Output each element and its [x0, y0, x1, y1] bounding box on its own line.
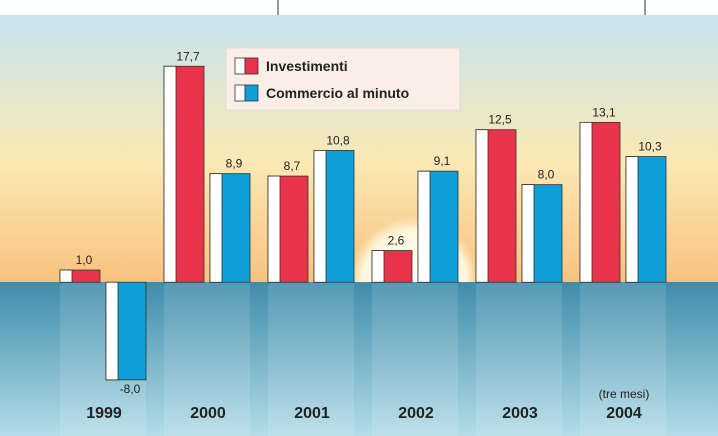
- bar-highlight: [476, 130, 488, 283]
- bar-highlight: [418, 171, 430, 282]
- x-tick-label: 2002: [398, 405, 434, 422]
- bar-highlight: [580, 122, 592, 282]
- value-label: 17,7: [176, 49, 200, 63]
- legend-swatch: [245, 58, 258, 74]
- bar-highlight: [626, 157, 638, 283]
- bar-highlight: [372, 251, 384, 283]
- value-label: -8,0: [120, 382, 141, 396]
- top-strip: [0, 0, 718, 15]
- value-label: 8,0: [538, 168, 555, 182]
- legend-swatch-highlight: [235, 85, 245, 101]
- value-label: 8,9: [226, 157, 243, 171]
- bar-highlight: [60, 270, 72, 282]
- x-tick-label: 2003: [502, 405, 538, 422]
- value-label: 12,5: [488, 113, 512, 127]
- bar-highlight: [164, 66, 176, 282]
- legend-swatch-highlight: [235, 58, 245, 74]
- chart: 1999 1,0 -8,0 2000 17,7 8,9 2001 8,7 10,8 2002 2,6…: [0, 0, 718, 436]
- legend: Investimenti Commercio al minuto: [226, 48, 460, 110]
- value-label: 8,7: [284, 159, 301, 173]
- value-label: 2,6: [388, 234, 405, 248]
- x-tick-label: 2004: [606, 405, 642, 422]
- legend-label: Commercio al minuto: [266, 85, 409, 101]
- annotation: (tre mesi): [599, 387, 650, 401]
- value-label: 9,1: [434, 154, 451, 168]
- bar-highlight: [314, 150, 326, 282]
- value-label: 13,1: [592, 105, 616, 119]
- bar-highlight: [210, 174, 222, 283]
- legend-swatch: [245, 85, 258, 101]
- x-tick-label: 2001: [294, 405, 330, 422]
- bar-highlight: [522, 185, 534, 283]
- x-tick-label: 1999: [86, 405, 122, 422]
- bar-highlight: [268, 176, 280, 282]
- bar-highlight: [106, 282, 118, 380]
- value-label: 10,3: [638, 140, 662, 154]
- x-tick-label: 2000: [190, 405, 226, 422]
- value-label: 10,8: [326, 133, 350, 147]
- legend-label: Investimenti: [266, 58, 348, 74]
- value-label: 1,0: [76, 253, 93, 267]
